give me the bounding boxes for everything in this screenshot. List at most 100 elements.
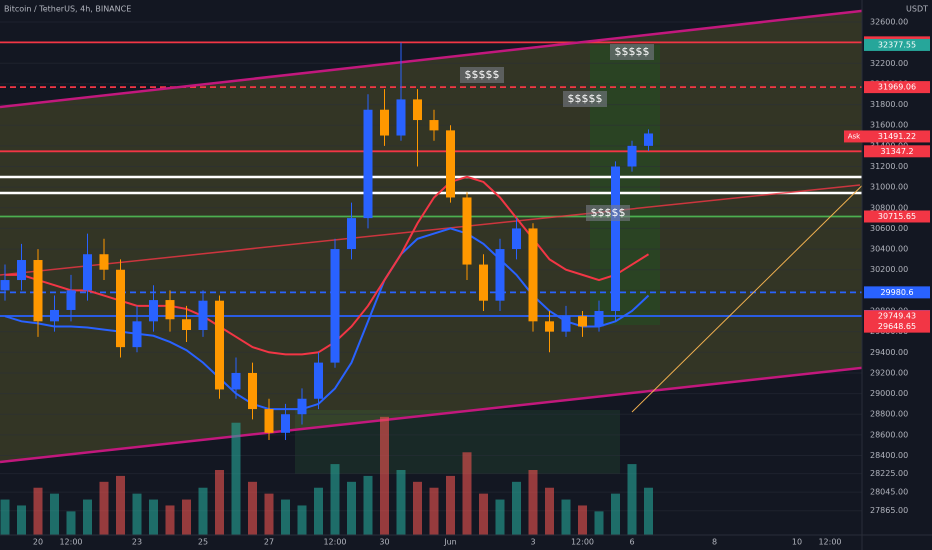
candle-body <box>446 130 455 198</box>
y-tick-label: 31800.00 <box>870 100 908 109</box>
candle-body <box>363 109 373 219</box>
y-tick-label: 30400.00 <box>870 245 908 254</box>
x-tick-label: 10 <box>792 538 802 547</box>
price-tag: Ask <box>848 132 861 140</box>
volume-bar <box>99 481 109 535</box>
y-tick-label: 31000.00 <box>870 183 908 192</box>
y-tick-label: 28800.00 <box>870 410 908 419</box>
x-tick-label: Jun <box>443 538 457 547</box>
y-tick-label: 30600.00 <box>870 224 908 233</box>
candle-body <box>297 398 307 415</box>
y-tick-label: 32200.00 <box>870 59 908 68</box>
price-label-box <box>864 286 930 299</box>
price-tag-box <box>844 130 864 143</box>
price-label: 31969.06 <box>878 83 916 92</box>
candles <box>0 42 653 441</box>
symbol-header: Bitcoin / TetherUS, 4h, BINANCE <box>4 5 131 14</box>
x-tick-label: 27 <box>264 538 274 547</box>
channel-top <box>0 6 889 109</box>
volume-bar <box>281 499 290 535</box>
price-label-box <box>864 38 930 51</box>
candle-body <box>66 290 76 310</box>
volume-bar <box>264 493 274 535</box>
candle-body <box>281 414 290 433</box>
candle-body <box>462 197 472 265</box>
volume-bar <box>132 493 142 535</box>
annotation-box <box>460 67 504 83</box>
volume-bar <box>330 464 340 535</box>
volume-bar <box>116 475 125 535</box>
candle-body <box>231 372 241 390</box>
price-label: 31347.2 <box>880 147 913 156</box>
levels <box>0 41 862 317</box>
candle-body <box>644 133 653 146</box>
trend-line <box>0 184 861 276</box>
moving-average <box>4 227 650 411</box>
price-label-box <box>864 130 930 143</box>
fib-zone <box>295 410 620 474</box>
candle-body <box>380 109 389 136</box>
annotation-box <box>586 205 630 221</box>
candle-body <box>429 120 439 131</box>
volume-bar <box>462 452 472 535</box>
price-label: 29749.43 <box>878 312 916 321</box>
volume-bar <box>644 487 653 535</box>
x-tick-label: 20 <box>33 538 43 547</box>
x-tick-label: 12:00 <box>818 538 841 547</box>
volume-bar <box>66 511 76 535</box>
moving-average <box>5 175 650 356</box>
price-label-box <box>864 320 930 333</box>
annotation: $$$$$ <box>591 206 626 219</box>
volume-bar <box>380 416 389 535</box>
candle-body <box>264 409 274 433</box>
price-label: 29980.6 <box>880 288 913 297</box>
axis: 32600.0032400.0032200.0032000.0031800.00… <box>33 17 930 547</box>
annotation-box <box>563 91 607 107</box>
price-label-box <box>864 210 930 223</box>
volume-bar <box>429 487 439 535</box>
volume-bar <box>165 505 175 535</box>
projection-line <box>631 159 889 413</box>
candle-body <box>132 321 142 348</box>
y-tick-label: 29000.00 <box>870 389 908 398</box>
candle-body <box>495 249 505 301</box>
y-tick-label: 28225.00 <box>870 469 908 478</box>
volume-bar <box>545 487 554 535</box>
annotation-box <box>610 44 654 60</box>
candle-body <box>561 316 571 332</box>
price-label: 32377.55 <box>878 40 916 49</box>
volume-bar <box>50 493 59 535</box>
candle-body <box>545 321 554 332</box>
price-label: 30715.65 <box>878 212 916 221</box>
candle-body <box>50 309 59 322</box>
candle-body <box>182 319 191 331</box>
y-tick-label: 28600.00 <box>870 430 908 439</box>
candle-body <box>330 249 340 363</box>
annotation: $$$$$ <box>615 45 650 58</box>
volume-bar <box>297 505 307 535</box>
y-tick-label: 30800.00 <box>870 203 908 212</box>
volume-bar <box>314 487 323 535</box>
volume-bar <box>495 499 505 535</box>
volume-bar <box>611 493 620 535</box>
volume-bar <box>231 422 241 535</box>
price-label-box <box>864 145 930 158</box>
moving-averages <box>4 175 650 411</box>
x-tick-label: 12:00 <box>571 538 594 547</box>
x-tick-label: 23 <box>132 538 142 547</box>
volume-bar <box>396 470 406 535</box>
volume-bar <box>363 475 373 535</box>
candle-body <box>116 269 125 348</box>
candle-body <box>594 311 604 327</box>
volume-bar <box>149 499 158 535</box>
candle-body <box>17 260 26 281</box>
y-tick-label: 28400.00 <box>870 451 908 460</box>
candle-body <box>83 254 92 291</box>
price-label: 31491.22 <box>878 132 916 141</box>
candle-body <box>198 300 208 331</box>
volume <box>0 416 653 535</box>
candle-body <box>611 166 620 312</box>
x-tick-label: 12:00 <box>59 538 82 547</box>
volume-bar <box>17 505 26 535</box>
volume-bar <box>215 470 224 535</box>
